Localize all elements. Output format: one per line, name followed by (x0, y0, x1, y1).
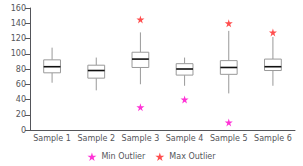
svg-text:Sample 5: Sample 5 (210, 134, 248, 143)
svg-text:60: 60 (16, 80, 26, 89)
svg-text:Sample 3: Sample 3 (122, 134, 160, 143)
svg-text:140: 140 (11, 19, 26, 28)
svg-text:120: 120 (11, 34, 26, 43)
svg-text:100: 100 (11, 49, 26, 58)
svg-text:80: 80 (16, 65, 26, 74)
svg-text:160: 160 (11, 4, 26, 13)
svg-text:Sample 6: Sample 6 (254, 134, 292, 143)
svg-text:Max Outlier: Max Outlier (169, 152, 216, 161)
svg-text:0: 0 (21, 126, 26, 135)
svg-text:Sample 1: Sample 1 (33, 134, 71, 143)
svg-text:Sample 2: Sample 2 (77, 134, 115, 143)
svg-text:20: 20 (16, 110, 26, 119)
svg-text:Min Outlier: Min Outlier (101, 152, 146, 161)
svg-text:Sample 4: Sample 4 (166, 134, 204, 143)
svg-text:40: 40 (16, 95, 26, 104)
